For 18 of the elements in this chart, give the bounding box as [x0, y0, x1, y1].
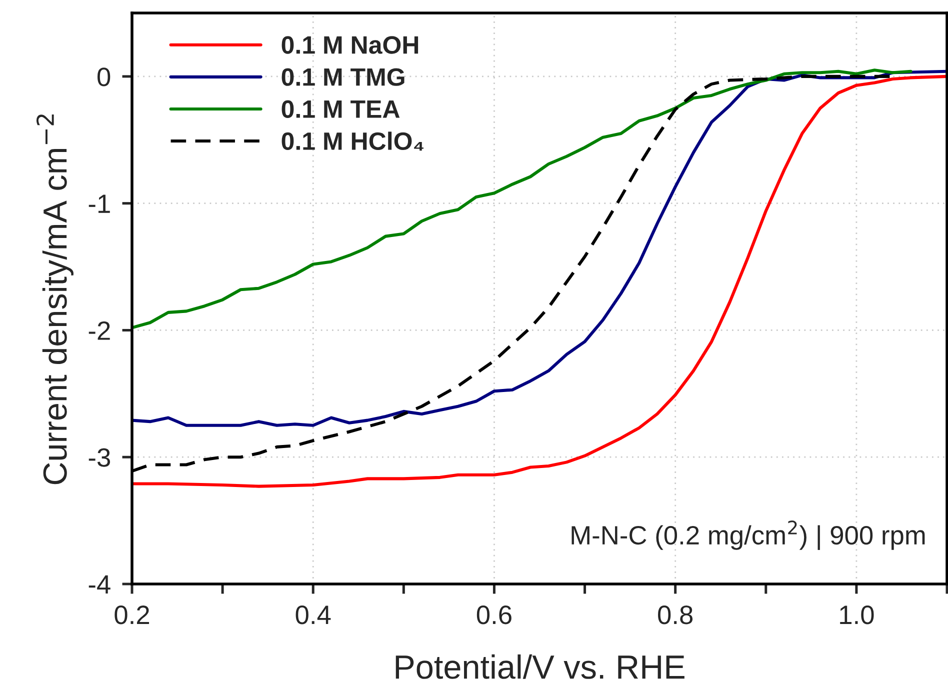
line-series	[132, 68, 912, 330]
x-tick-label: 0.6	[476, 606, 512, 624]
legend-label: 0.1 M NaOH	[282, 36, 418, 54]
y-axis-title: Current density/mA cm$^{−2}$	[36, 114, 74, 484]
x-tick-label: 0.4	[296, 606, 331, 624]
x-tick-label: 0.8	[658, 606, 693, 624]
y-tick-label: 0	[98, 68, 110, 86]
y-tick-label: -3	[88, 448, 110, 467]
x-axis-title: Potential/V vs. RHE	[396, 654, 684, 679]
y-tick-label: -4	[88, 575, 110, 594]
legend-label: 0.1 M HClO₄	[282, 132, 424, 151]
legend-label: 0.1 M TEA	[282, 100, 400, 118]
y-tick-label: -2	[88, 321, 110, 340]
y-tick-label: -1	[88, 194, 110, 213]
annotation: M-N-C (0.2 mg/cm$^{2}$) | 900 rpm	[572, 520, 925, 550]
x-tick-label: 1.0	[840, 606, 874, 624]
x-tick-label: 0.2	[114, 606, 150, 624]
legend-label: 0.1 M TMG	[282, 68, 404, 86]
